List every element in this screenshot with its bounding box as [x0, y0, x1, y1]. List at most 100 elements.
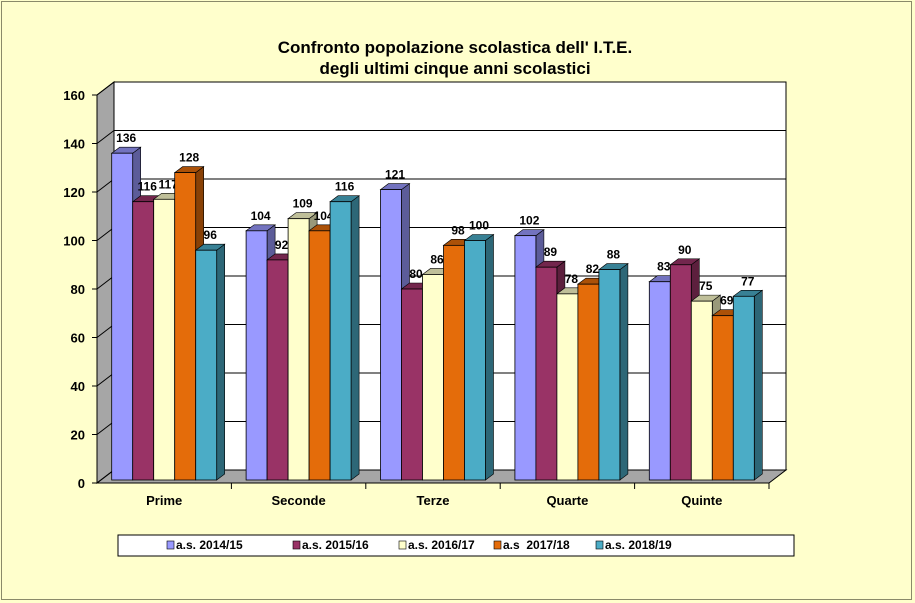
data-label: 117 — [159, 177, 179, 191]
data-label: 80 — [409, 267, 423, 281]
bar-side — [350, 195, 360, 481]
data-label: 104 — [251, 209, 271, 223]
data-label: 86 — [430, 252, 444, 266]
legend-item: a.s. 2014/15 — [166, 538, 243, 552]
data-label: 96 — [204, 228, 218, 242]
legend-label: a.s. 2015/16 — [302, 538, 369, 552]
bar-front — [308, 230, 331, 481]
data-label: 83 — [657, 260, 671, 274]
gridline-side — [96, 324, 115, 338]
bar-front — [514, 235, 537, 481]
bar-front — [195, 249, 218, 481]
legend-label: a.s. 2018/19 — [605, 538, 672, 552]
data-label: 116 — [335, 180, 355, 194]
data-label: 89 — [544, 245, 558, 259]
data-label: 77 — [741, 274, 755, 288]
bar-front — [132, 201, 155, 481]
x-tick-label: Seconde — [272, 493, 326, 508]
data-label: 90 — [678, 243, 692, 257]
bar — [463, 233, 495, 481]
bar-front — [690, 300, 713, 481]
x-tick-label: Prime — [146, 493, 182, 508]
bar — [598, 263, 629, 481]
legend-item: a.s. 2015/16 — [292, 538, 369, 552]
bar-front — [577, 283, 600, 481]
data-label: 82 — [586, 262, 600, 276]
bar-front — [245, 230, 268, 481]
bar — [194, 243, 226, 481]
y-tick-label: 20 — [71, 428, 85, 443]
y-tick-label: 120 — [63, 185, 85, 200]
x-tick-label: Quinte — [681, 493, 722, 508]
gridline-side — [96, 130, 115, 144]
bar-front — [287, 218, 310, 481]
bar — [329, 195, 361, 481]
bar-side — [619, 263, 629, 481]
legend-item: a.s 2017/18 — [493, 538, 570, 552]
bar-front — [111, 152, 134, 481]
bar-side — [753, 289, 763, 481]
legend-swatch — [166, 540, 175, 550]
legend-box — [117, 534, 795, 557]
gridline-side — [96, 227, 115, 241]
data-label: 100 — [469, 219, 489, 233]
bar-front — [329, 201, 352, 481]
data-label: 109 — [293, 197, 313, 211]
bar-front — [556, 293, 579, 481]
legend: a.s. 2014/15 a.s. 2015/16 a.s. 2016/17 a.s … — [117, 534, 795, 557]
bar-front — [648, 281, 671, 481]
data-label: 75 — [699, 279, 713, 293]
bar-front — [266, 259, 289, 481]
bar-front — [464, 240, 486, 481]
legend-item: a.s. 2016/17 — [398, 538, 475, 552]
data-label: 98 — [451, 223, 465, 237]
gridline-side — [96, 469, 115, 484]
bar-front — [380, 189, 402, 481]
legend-swatch — [292, 540, 301, 550]
bar — [732, 289, 764, 481]
bar-front — [669, 264, 692, 481]
legend-label: a.s 2017/18 — [503, 538, 570, 552]
bar-front — [598, 269, 621, 481]
data-label: 128 — [179, 151, 199, 165]
legend-label: a.s. 2016/17 — [408, 538, 475, 552]
bar-front — [153, 198, 176, 481]
gridline-side — [96, 81, 115, 96]
y-tick-label: 160 — [63, 88, 85, 103]
gridline-side — [96, 275, 115, 290]
chart-title-line-1: Confronto popolazione scolastica dell' I… — [278, 38, 632, 57]
legend-item: a.s. 2018/19 — [595, 538, 672, 552]
bar-side — [485, 233, 494, 481]
data-label: 102 — [519, 214, 539, 228]
y-tick-label: 80 — [71, 282, 85, 297]
legend-label: a.s. 2014/15 — [176, 538, 243, 552]
data-label: 116 — [138, 180, 158, 194]
y-tick-label: 100 — [63, 234, 85, 249]
bar-front — [401, 288, 423, 481]
legend-swatch — [398, 540, 407, 550]
x-tick-label: Quarte — [546, 493, 588, 508]
data-label: 121 — [385, 168, 405, 182]
gridline-side — [96, 372, 115, 387]
data-label: 92 — [275, 238, 289, 252]
bar-front — [422, 274, 444, 481]
y-tick-label: 140 — [63, 137, 85, 152]
data-label: 78 — [565, 272, 579, 286]
legend-swatch — [595, 540, 604, 550]
x-tick-label: Terze — [417, 493, 450, 508]
bar-front — [535, 266, 558, 481]
bar-front — [174, 172, 197, 481]
bar-front — [711, 315, 734, 481]
data-label: 88 — [607, 248, 621, 262]
y-tick-label: 0 — [78, 476, 85, 491]
data-label: 104 — [314, 209, 334, 223]
bar-front — [732, 295, 755, 481]
gridline-side — [96, 178, 115, 193]
data-label: 136 — [116, 131, 136, 145]
y-tick-label: 40 — [71, 379, 85, 394]
gridline-side — [96, 421, 115, 435]
y-tick-label: 60 — [71, 331, 85, 346]
chart-title-line-2: degli ultimi cinque anni scolastici — [319, 59, 590, 78]
